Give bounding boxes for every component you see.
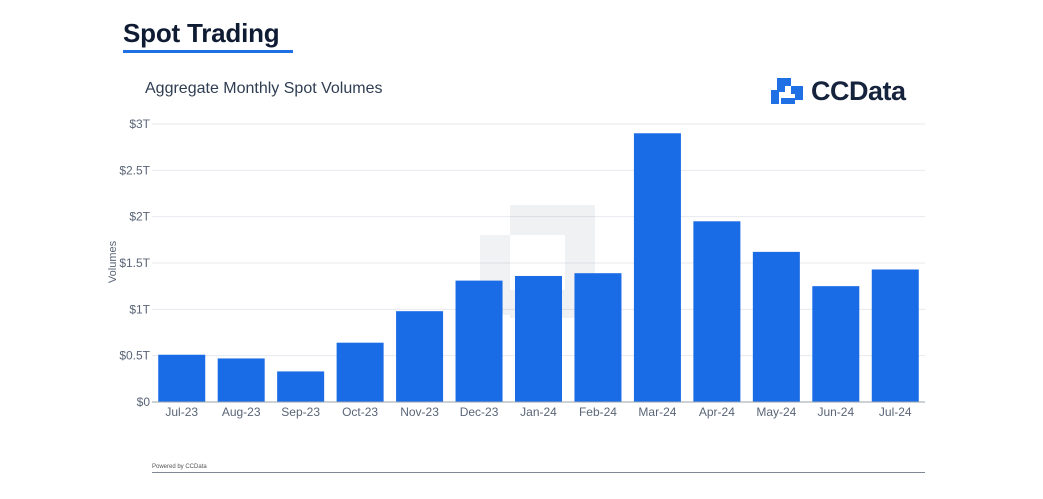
page-heading: Spot Trading [123,18,280,48]
ccdata-logo-icon [771,78,803,104]
y-tick-label: $1.5T [119,256,150,270]
bar [871,269,919,402]
footer-divider [152,472,925,473]
x-tick-label: Aug-23 [222,405,261,419]
powered-by-text: Powered by CCData [152,464,207,470]
x-tick-label: Oct-23 [342,405,378,419]
brand-logo: CCData [769,74,906,108]
x-tick-label: Dec-23 [460,405,499,419]
bar [217,358,265,402]
y-axis-label: Volumes [107,240,119,283]
x-tick-label: May-24 [756,405,796,419]
x-tick-label: Jul-23 [165,405,198,419]
x-tick-label: Jan-24 [520,405,557,419]
bar [693,221,741,402]
bar [277,371,325,402]
x-tick-label: Mar-24 [638,405,676,419]
bar [336,342,384,402]
bar [396,311,444,402]
y-tick-label: $1T [129,302,150,316]
bar [515,275,562,402]
x-tick-label: Jun-24 [817,405,854,419]
y-tick-label: $3T [129,117,150,131]
y-tick-label: $2.5T [119,163,150,177]
bar [574,273,622,402]
bar [812,286,860,402]
x-tick-label: Jul-24 [879,405,912,419]
bar [455,280,503,402]
x-tick-label: Nov-23 [400,405,439,419]
brand-name: CCData [811,75,906,106]
bar [633,133,681,402]
x-tick-label: Sep-23 [281,405,320,419]
x-tick-label: Apr-24 [699,405,735,419]
heading-underline [123,50,293,53]
y-tick-label: $2T [129,210,150,224]
x-tick-label: Feb-24 [579,405,617,419]
y-tick-label: $0.5T [119,349,150,363]
bar [158,354,206,402]
y-tick-label: $0 [137,395,151,409]
bar [752,251,800,402]
chart-title: Aggregate Monthly Spot Volumes [145,80,383,97]
